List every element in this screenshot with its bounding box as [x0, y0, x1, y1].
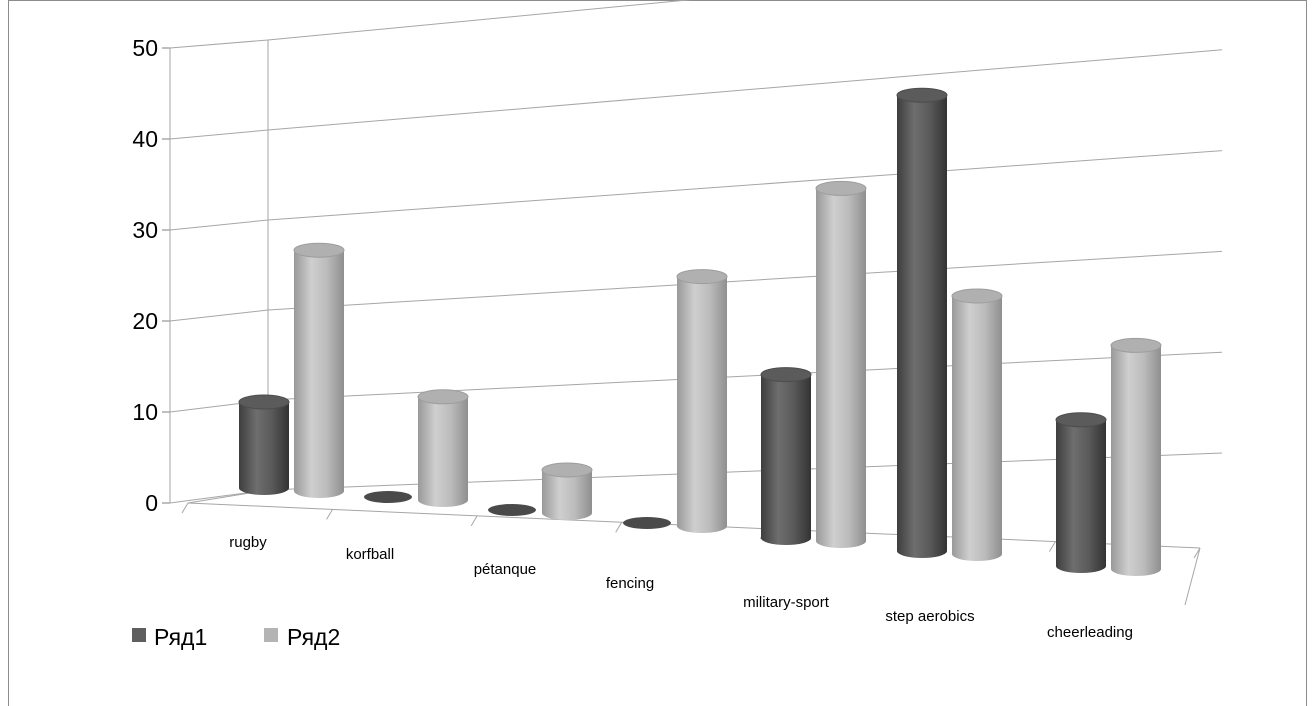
gridline-back-2 — [267, 250, 1223, 311]
x-tick-mark-3 — [615, 522, 623, 533]
y-tick-label-0: 0 — [145, 490, 158, 516]
x-category-label-6: cheerleading — [1047, 624, 1133, 641]
x-category-label-4: military-sport — [743, 594, 830, 611]
bar-2-0 — [293, 242, 345, 498]
gridline-side-2 — [169, 309, 269, 322]
legend-label-series-2: Ряд2 — [287, 624, 340, 650]
legend-label-series-1: Ряд1 — [154, 624, 207, 650]
x-category-label-3: fencing — [606, 575, 654, 592]
gridline-back-1 — [267, 351, 1223, 401]
x-category-label-1: korfball — [346, 546, 394, 563]
gridline-back-3 — [267, 150, 1223, 221]
x-tick-mark-6 — [1048, 541, 1056, 552]
x-tick-mark-2 — [470, 515, 478, 527]
x-category-label-2: pétanque — [474, 561, 537, 578]
bar-2-2 — [541, 462, 593, 520]
bar-1-0 — [238, 394, 290, 495]
gridline-side-3 — [169, 219, 269, 231]
bar-2-3 — [676, 269, 728, 533]
legend: Ряд1 Ряд2 — [132, 624, 340, 650]
bar-2-5 — [951, 288, 1003, 561]
bars-layer — [238, 87, 1162, 576]
bar-1-6 — [1055, 412, 1107, 573]
bar-1-4 — [760, 367, 812, 545]
x-category-label-0: rugby — [229, 534, 267, 551]
bar-1-2 — [488, 504, 536, 516]
y-tick-label-2: 20 — [132, 308, 158, 334]
x-tick-mark-7 — [1193, 547, 1201, 559]
y-tick-label-5: 50 — [132, 35, 158, 61]
labels-layer: 0 10 20 30 40 50 rugby korfball pétanque fencing m… — [132, 35, 1133, 641]
gridline-back-5 — [267, 0, 693, 41]
y-tick-label-3: 30 — [132, 217, 158, 243]
gridline-side-4 — [169, 129, 269, 140]
floor-right-edge — [1184, 547, 1201, 606]
y-tick-label-4: 40 — [132, 126, 158, 152]
bar-1-3 — [623, 517, 671, 529]
x-category-label-5: step aerobics — [885, 608, 974, 625]
bar-2-1 — [417, 389, 469, 507]
legend-swatch-series-2 — [264, 628, 278, 642]
gridline-back-4 — [267, 49, 1223, 131]
bar-1-1 — [364, 491, 412, 503]
gridline-side-5 — [169, 39, 269, 49]
legend-swatch-series-1 — [132, 628, 146, 642]
chart-frame — [8, 0, 1307, 706]
x-tick-mark-1 — [326, 509, 334, 520]
bar-2-4 — [815, 180, 867, 548]
bar-1-5 — [896, 87, 948, 558]
x-tick-mark-0 — [181, 502, 189, 514]
bar-2-6 — [1110, 337, 1162, 576]
y-tick-label-1: 10 — [132, 399, 158, 425]
